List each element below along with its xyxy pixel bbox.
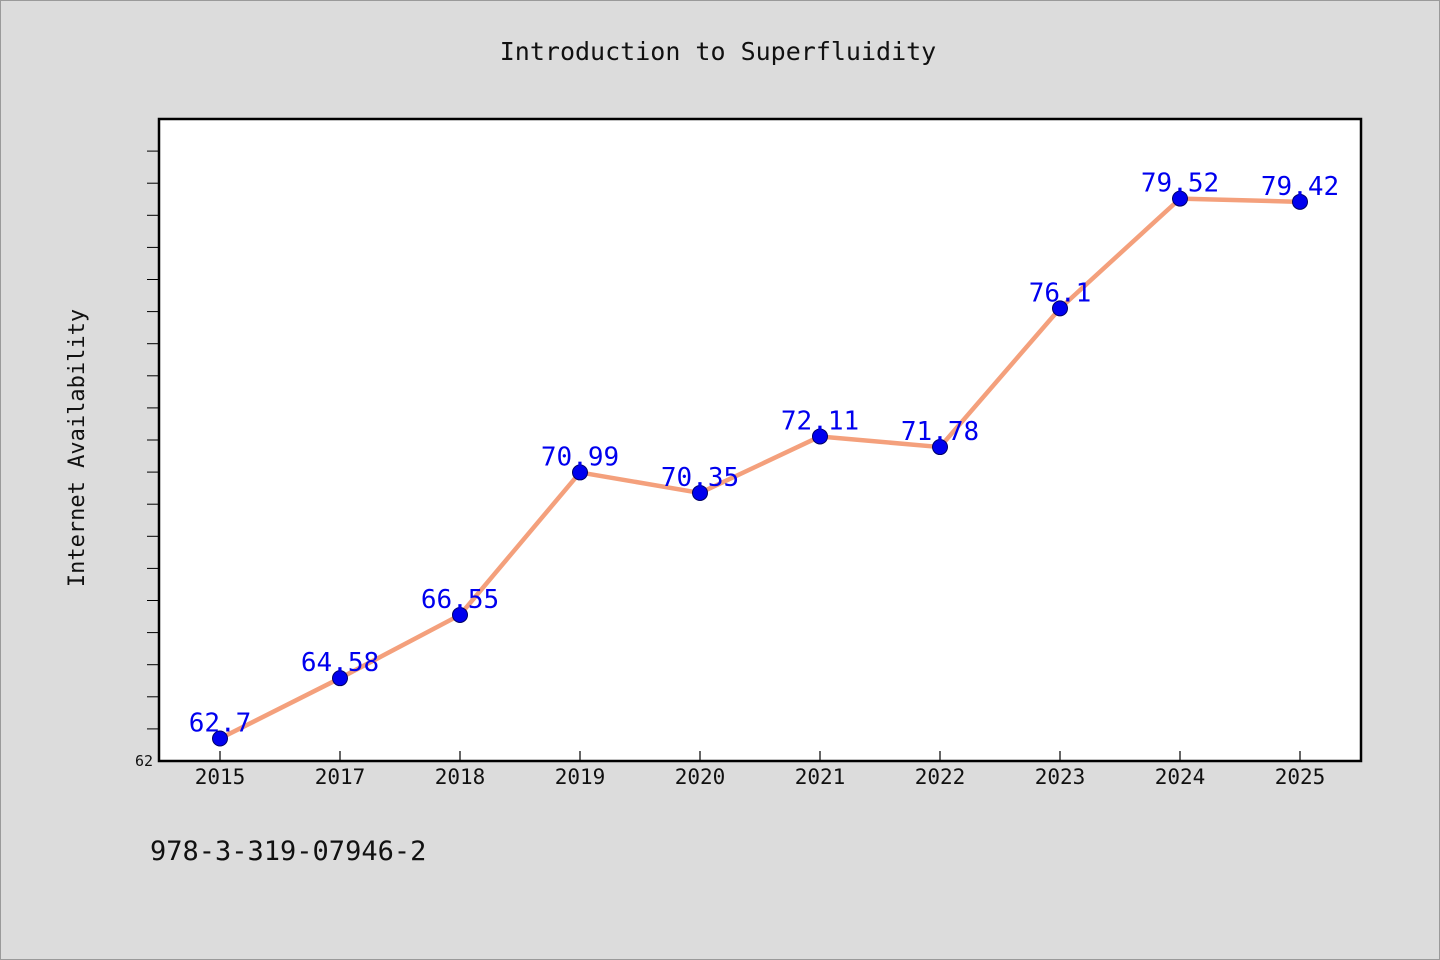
isbn-text: 978-3-319-07946-2: [150, 836, 427, 867]
data-label: 62.7: [189, 709, 252, 739]
data-point: [212, 730, 228, 747]
x-tick-label: 2021: [795, 765, 846, 789]
y-axis-ticks: 62: [135, 150, 159, 770]
y-tick-label: 62: [135, 752, 153, 770]
x-axis-ticks: 2015 2017 2018 2019 2020 2021 2022 2023 2024 2025: [195, 751, 1326, 789]
data-label: 64.58: [301, 648, 379, 678]
data-point: [572, 464, 588, 481]
series-layer: 62.7 64.58 66.55 70.99 70.35 72.11 71.78 76.1 79…: [189, 169, 1339, 747]
data-label: 72.11: [781, 406, 859, 436]
data-point: [812, 428, 828, 445]
x-tick-label: 2025: [1275, 765, 1326, 789]
x-tick-label: 2022: [915, 765, 966, 789]
x-tick-label: 2024: [1155, 765, 1206, 789]
data-point: [1292, 193, 1308, 210]
series-line: [217, 196, 1303, 741]
x-tick-label: 2018: [435, 765, 486, 789]
data-label: 70.99: [541, 442, 619, 472]
data-point: [1052, 300, 1068, 317]
data-point: [932, 439, 948, 456]
x-tick-label: 2019: [555, 765, 606, 789]
data-point: [1172, 190, 1188, 207]
data-point: [692, 484, 708, 501]
data-label: 79.52: [1141, 169, 1219, 199]
data-label: 76.1: [1029, 278, 1092, 308]
plot-area: [157, 117, 1363, 763]
x-tick-label: 2017: [315, 765, 366, 789]
data-point: [332, 670, 348, 687]
data-label: 79.42: [1261, 172, 1339, 202]
data-point: [452, 606, 468, 623]
data-label: 66.55: [421, 585, 499, 615]
data-label: 70.35: [661, 463, 739, 493]
data-label: 71.78: [901, 417, 979, 447]
y-axis-label: Internet Availability: [65, 309, 90, 587]
chart-title: Introduction to Superfluidity: [500, 37, 937, 66]
x-tick-label: 2023: [1035, 765, 1086, 789]
x-tick-label: 2015: [195, 765, 246, 789]
x-tick-label: 2020: [675, 765, 726, 789]
